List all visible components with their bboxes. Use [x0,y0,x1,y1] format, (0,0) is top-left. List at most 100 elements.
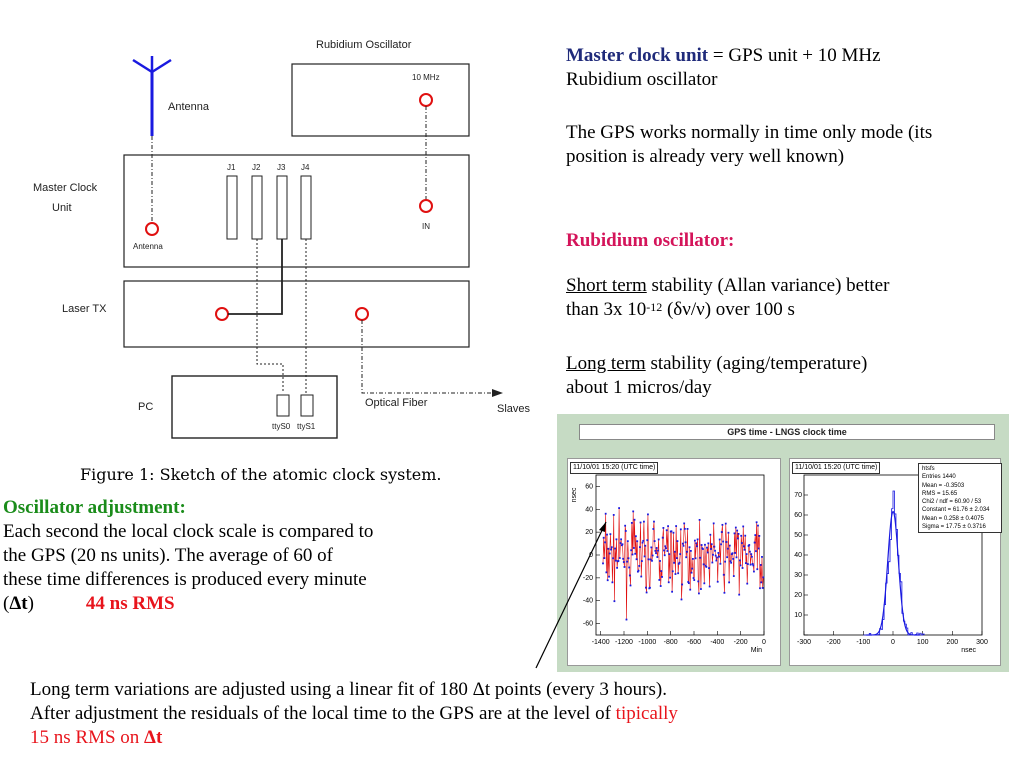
data-point [653,540,656,542]
data-point [721,523,724,526]
data-point [640,575,643,578]
data-point [754,534,757,536]
data-point [620,544,623,547]
data-point [691,558,694,560]
stats-line: Mean = 0.258 ± 0.4075 [922,515,984,522]
master-label-1: Master Clock [33,182,98,194]
data-point [742,545,745,548]
x-tick-label: 200 [946,639,958,646]
x-tick-label: -1400 [592,639,610,646]
data-point [610,548,612,551]
data-point [698,518,701,521]
data-point [608,552,611,555]
data-point [622,557,625,560]
x-tick-label: 100 [917,639,929,646]
data-point [625,618,628,621]
data-point [634,535,637,538]
data-point [710,548,712,550]
x-tick-label: 0 [762,639,766,646]
data-point [700,544,703,546]
data-point [689,588,692,591]
data-point [719,562,722,565]
y-tick-label: 20 [794,592,802,599]
data-point [611,581,614,584]
data-point [609,533,612,536]
bottom-paragraph: Long term variations are adjusted using … [30,678,1020,750]
master-clock-box [123,154,470,268]
data-point [748,544,751,546]
data-point [735,556,738,559]
data-point [745,553,748,555]
data-point [731,552,734,555]
data-point [718,555,720,558]
short-term-text-2a: than 3x 10 [566,299,647,320]
y-tick-label: 50 [794,532,802,539]
data-point [758,535,761,537]
stats-line: Chi2 / ndf = 60.90 / 53 [922,499,982,506]
figure-caption: Figure 1: Sketch of the atomic clock sys… [80,465,441,484]
data-point [678,561,681,564]
data-point [726,556,729,559]
data-point [618,507,620,509]
data-point [732,557,735,560]
data-point [724,560,726,563]
y-tick-label: 0 [589,552,593,559]
data-point [612,557,614,560]
laser-output-port [355,307,369,321]
stats-line: htsfs [922,466,935,472]
data-point [738,593,741,596]
data-point [749,550,751,553]
data-point [687,582,690,585]
gps-mode-paragraph: The GPS works normally in time only mode… [566,122,933,167]
data-point [686,528,689,530]
delta-t: Δt [9,593,28,614]
data-point [730,553,733,556]
x-tick-label: -600 [687,639,701,646]
data-point [737,532,740,535]
data-point [677,562,680,565]
data-point [675,557,678,559]
data-point [634,552,637,555]
data-point [663,554,666,557]
oscillator-text-1: Each second the local clock scale is com… [3,521,374,542]
oscillator-heading: Oscillator adjustment: [3,497,186,518]
data-point [652,528,655,530]
y-axis-label: nsec [571,487,578,502]
y-tick-label: 30 [794,572,802,579]
data-point [651,559,653,562]
data-point [663,549,665,552]
data-point [761,556,763,558]
data-point [729,560,732,563]
data-point [670,530,673,533]
data-point [743,548,746,551]
data-point [724,522,727,525]
stats-line: RMS = 15.65 [922,490,958,497]
data-point [693,579,696,581]
x-tick-label: -800 [664,639,678,646]
data-point [682,544,685,547]
data-point [694,557,697,560]
data-point [644,544,647,547]
master-clock-def-2: Rubidium oscillator [566,69,718,90]
data-point [667,525,669,528]
data-point [741,567,744,569]
data-point [610,546,613,549]
data-point [707,542,710,545]
data-point [695,542,698,545]
data-point [664,545,667,548]
data-point [669,576,671,579]
data-point [712,553,714,556]
data-point [605,571,608,574]
data-point [674,573,677,575]
data-point [614,547,616,550]
data-point [756,568,759,571]
bottom-line-2b: tipically [615,703,678,724]
x-axis-label: Min [751,647,762,654]
freq-label: 10 MHz [412,73,440,82]
bottom-line-3a: 15 ns RMS on [30,727,145,748]
data-point [744,562,747,565]
bottom-line-3b: Δt [144,727,163,748]
data-point [636,570,639,573]
bottom-line-2a: After adjustment the residuals of the lo… [30,703,616,724]
